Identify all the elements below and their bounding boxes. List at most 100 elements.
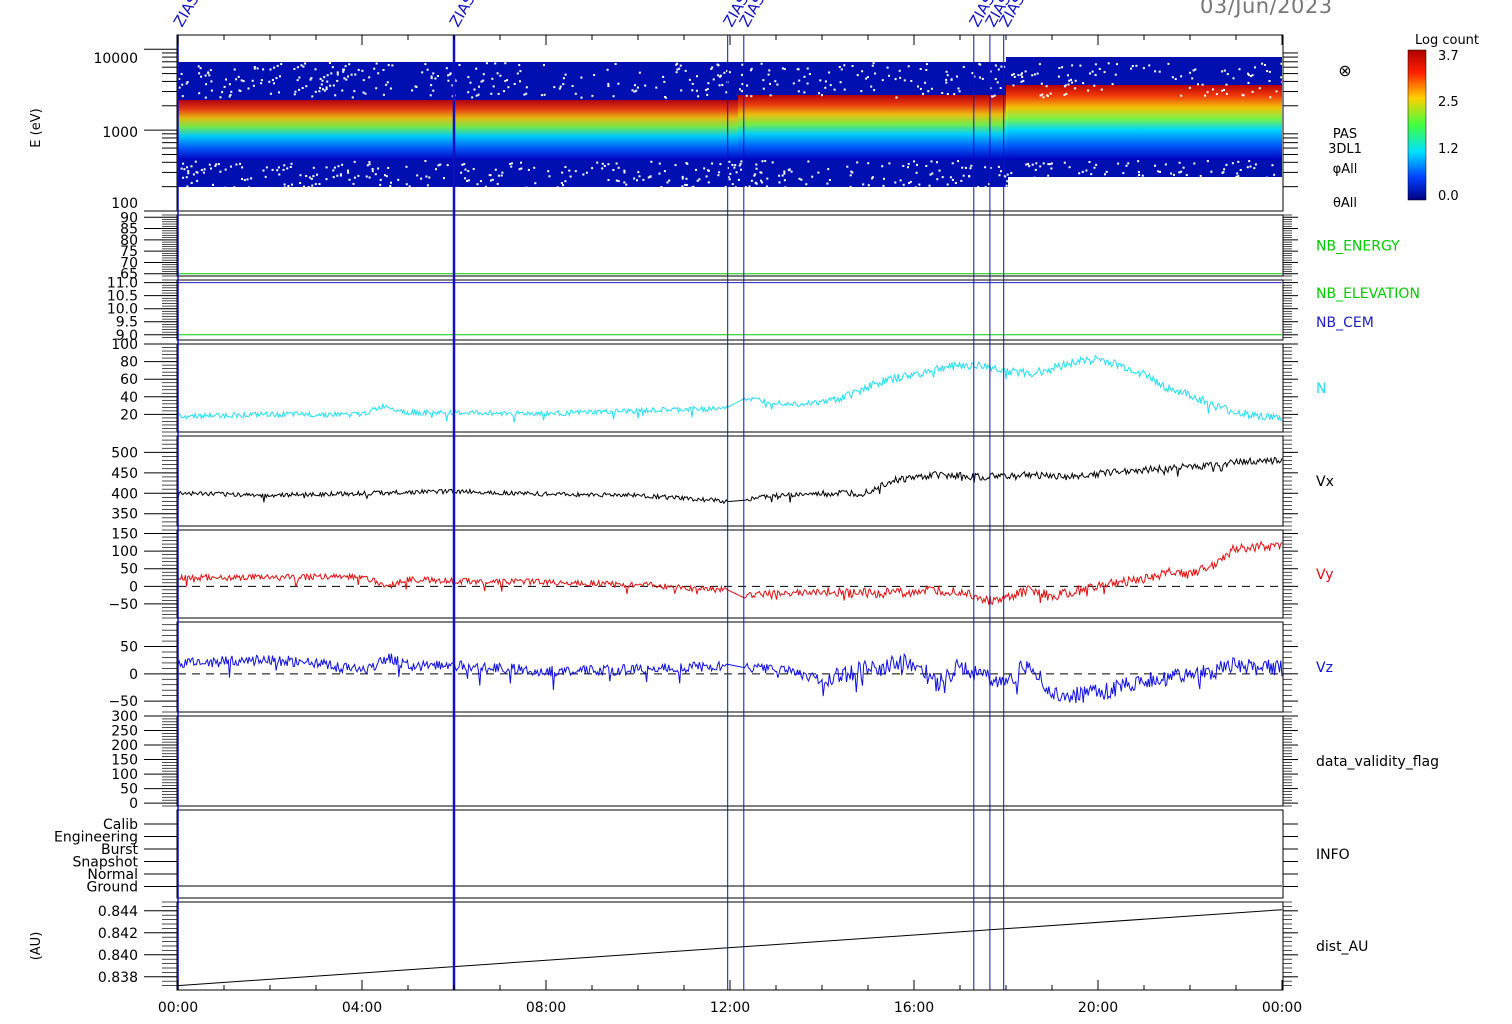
speckle bbox=[543, 93, 546, 96]
speckle bbox=[1271, 164, 1274, 167]
speckle bbox=[931, 172, 934, 175]
speckle bbox=[496, 72, 499, 75]
speckle bbox=[819, 79, 822, 82]
speckle bbox=[279, 75, 281, 78]
speckle bbox=[748, 185, 751, 188]
speckle bbox=[371, 168, 374, 170]
speckle bbox=[1050, 162, 1053, 165]
speckle bbox=[1189, 71, 1192, 74]
spectrogram-core-2 bbox=[738, 95, 1008, 160]
speckle bbox=[484, 185, 487, 188]
speckle bbox=[294, 90, 297, 93]
info-category: Normal bbox=[87, 867, 138, 883]
speckle bbox=[1137, 171, 1140, 174]
speckle bbox=[1258, 87, 1261, 90]
speckle bbox=[276, 169, 279, 172]
speckle bbox=[368, 176, 371, 179]
speckle bbox=[1031, 163, 1034, 166]
speckle bbox=[341, 163, 344, 166]
speckle bbox=[1276, 180, 1279, 183]
spectrogram-side-label-phi: φAll bbox=[1333, 162, 1358, 177]
speckle bbox=[902, 165, 905, 167]
speckle bbox=[737, 178, 740, 181]
speckle bbox=[1041, 93, 1044, 96]
speckle bbox=[838, 66, 841, 68]
speckle bbox=[368, 76, 371, 79]
speckle bbox=[375, 62, 378, 65]
speckle bbox=[861, 70, 864, 73]
speckle bbox=[601, 167, 604, 170]
speckle bbox=[1005, 184, 1008, 187]
speckle bbox=[1022, 79, 1025, 82]
speckle bbox=[919, 87, 922, 90]
speckle bbox=[434, 77, 437, 80]
speckle bbox=[764, 160, 767, 162]
speckle bbox=[755, 167, 758, 170]
ytick-label: −50 bbox=[108, 694, 138, 710]
speckle bbox=[348, 63, 351, 66]
speckle bbox=[660, 186, 663, 188]
speckle bbox=[1208, 186, 1211, 189]
speckle bbox=[688, 78, 691, 81]
speckle bbox=[1040, 82, 1043, 85]
speckle bbox=[745, 94, 748, 97]
spectrogram-panel: E (eV) 10000 1000 100 ⊗ PAS 3DL1 φAll θA… bbox=[29, 34, 1362, 212]
ytick-label: 10.0 bbox=[107, 302, 138, 318]
speckle bbox=[1246, 166, 1249, 169]
speckle bbox=[783, 172, 786, 175]
series-n bbox=[177, 354, 1283, 423]
speckle bbox=[1074, 79, 1077, 82]
speckle bbox=[1067, 74, 1069, 77]
x-tick-label: 04:00 bbox=[342, 1000, 382, 1016]
speckle bbox=[347, 75, 349, 78]
speckle bbox=[467, 179, 470, 182]
speckle bbox=[938, 169, 941, 172]
speckle bbox=[476, 183, 479, 186]
speckle bbox=[740, 168, 742, 171]
speckle bbox=[195, 171, 198, 174]
speckle bbox=[291, 183, 293, 186]
series-dist-au bbox=[177, 909, 1283, 987]
speckle bbox=[712, 78, 715, 81]
speckle bbox=[1280, 76, 1282, 79]
speckle bbox=[1089, 72, 1091, 75]
speckle bbox=[185, 176, 188, 179]
speckle bbox=[1193, 162, 1196, 165]
speckle bbox=[490, 92, 493, 95]
speckle bbox=[1094, 63, 1097, 66]
speckle bbox=[304, 62, 307, 65]
speckle bbox=[283, 186, 286, 189]
speckle bbox=[925, 69, 928, 71]
speckle bbox=[881, 165, 884, 168]
speckle bbox=[1068, 166, 1071, 169]
speckle bbox=[1065, 92, 1068, 95]
speckle bbox=[250, 177, 253, 180]
speckle bbox=[293, 68, 296, 70]
speckle bbox=[946, 183, 949, 186]
speckle bbox=[1159, 170, 1161, 173]
speckle bbox=[332, 84, 335, 87]
speckle bbox=[562, 83, 565, 86]
speckle bbox=[1011, 74, 1013, 76]
speckle bbox=[308, 176, 311, 179]
speckle bbox=[1107, 62, 1110, 65]
speckle bbox=[336, 79, 339, 82]
speckle bbox=[1125, 164, 1128, 167]
speckle bbox=[503, 90, 505, 93]
speckle bbox=[1082, 82, 1085, 85]
speckle bbox=[956, 75, 958, 78]
speckle bbox=[936, 161, 938, 164]
speckle bbox=[862, 183, 865, 186]
speckle bbox=[296, 66, 299, 69]
speckle bbox=[190, 165, 193, 168]
speckle bbox=[1270, 182, 1273, 185]
speckle bbox=[754, 173, 757, 176]
speckle bbox=[784, 186, 787, 189]
speckle bbox=[190, 182, 193, 184]
speckle bbox=[314, 68, 317, 71]
speckle bbox=[1095, 163, 1098, 166]
speckle bbox=[1223, 69, 1226, 72]
speckle bbox=[316, 173, 318, 176]
